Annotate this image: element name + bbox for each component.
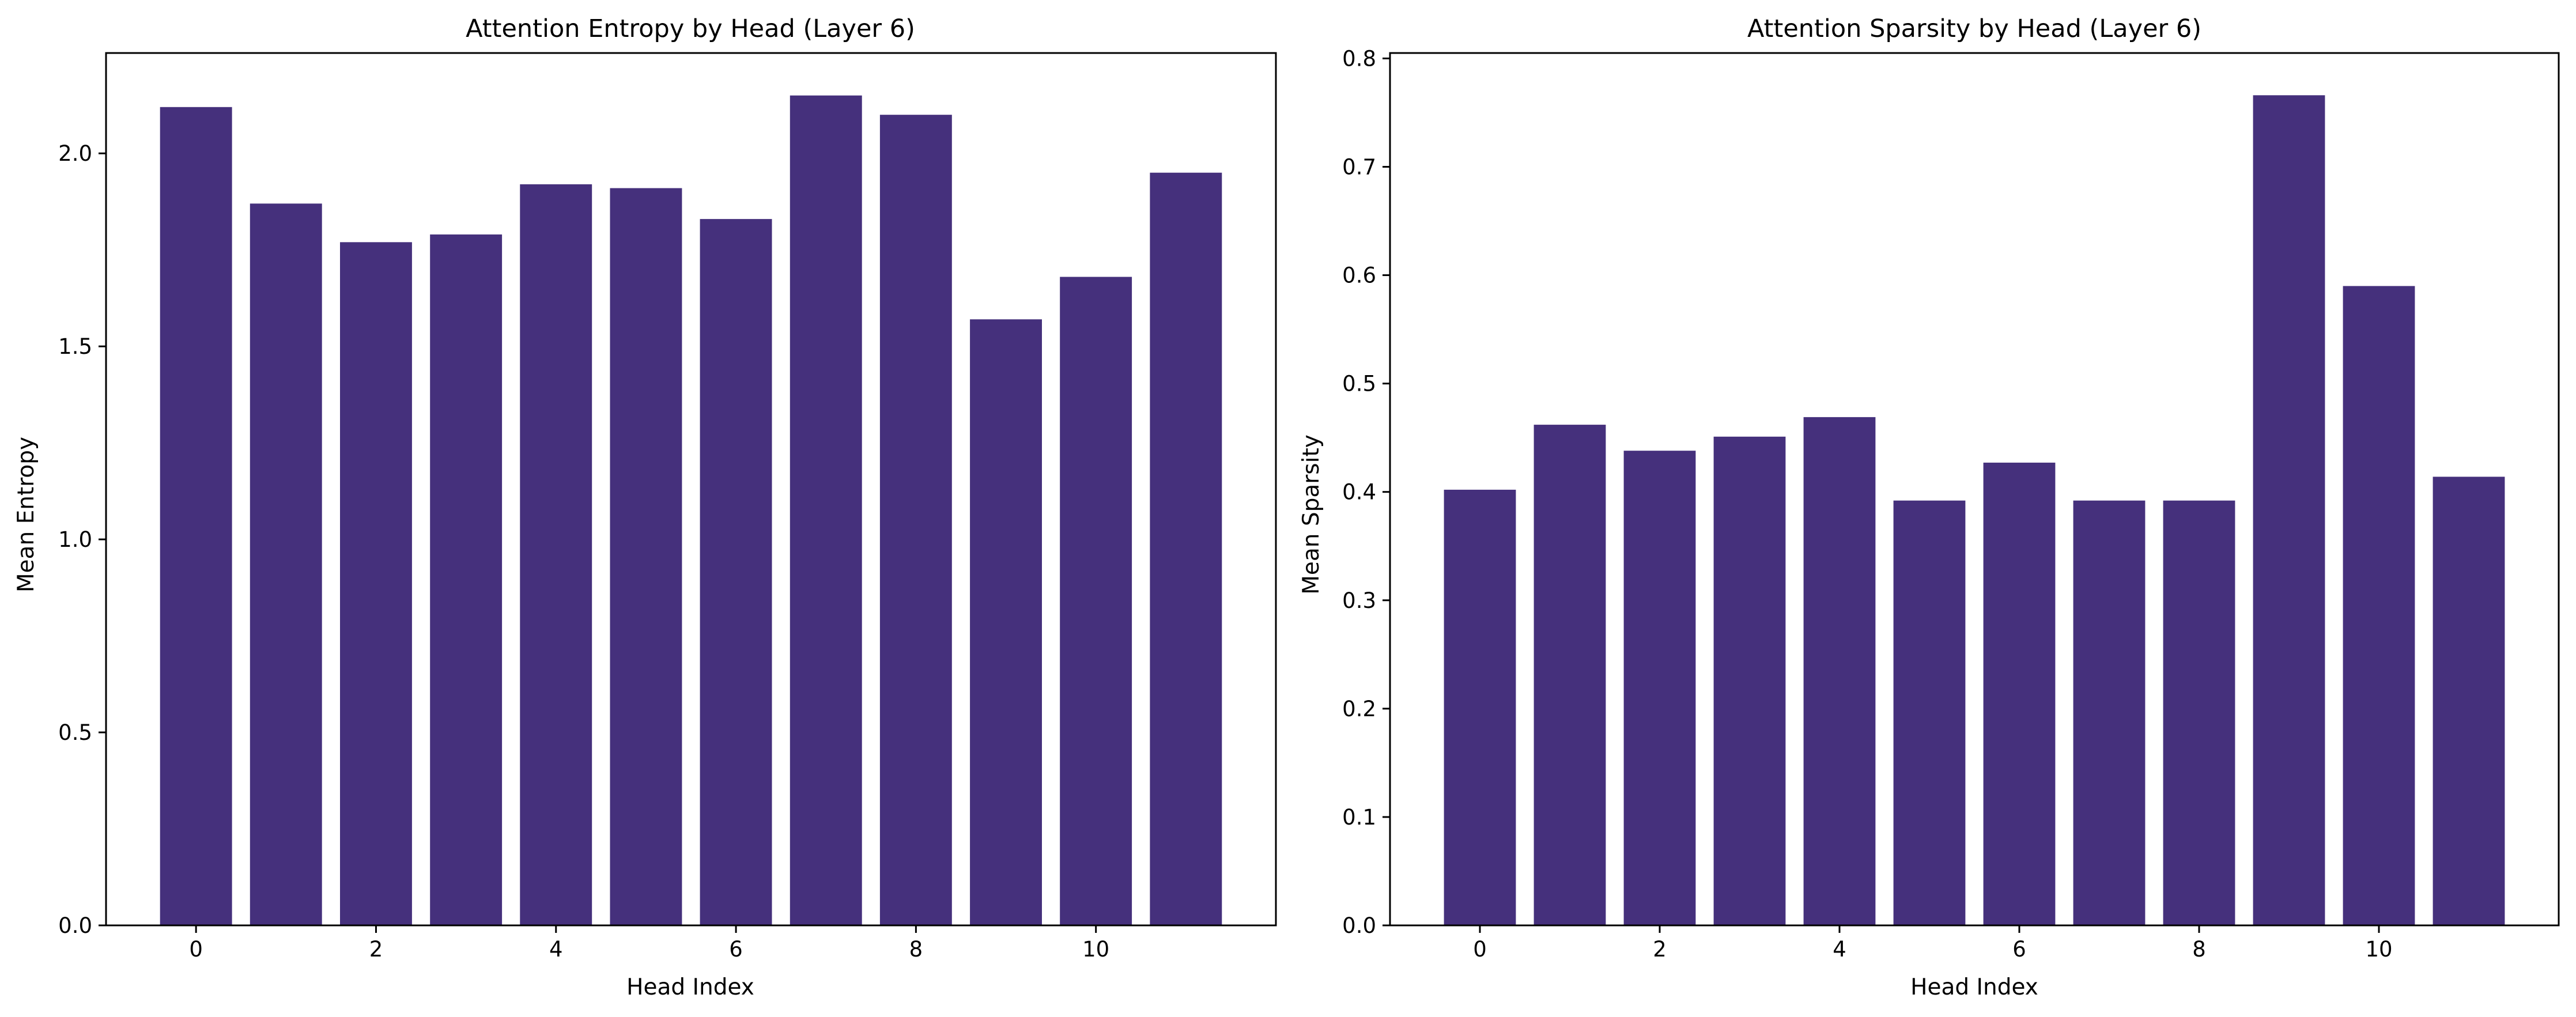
sparsity-xtick-label: 4 bbox=[1833, 937, 1846, 962]
entropy-ytick-label: 1.0 bbox=[58, 527, 92, 552]
sparsity-ytick-label: 0.7 bbox=[1342, 154, 1376, 179]
sparsity-bar-3 bbox=[1713, 436, 1786, 925]
entropy-bar-1 bbox=[250, 203, 322, 925]
sparsity-ytick-label: 0.1 bbox=[1342, 805, 1376, 830]
sparsity-chart: Attention Sparsity by Head (Layer 6) Hea… bbox=[1298, 14, 2560, 1000]
entropy-bar-2 bbox=[340, 242, 412, 925]
entropy-bar-5 bbox=[610, 188, 682, 925]
entropy-xtick-label: 2 bbox=[369, 937, 383, 962]
sparsity-xtick-label: 10 bbox=[2365, 937, 2392, 962]
entropy-bar-4 bbox=[520, 184, 592, 925]
sparsity-bar-4 bbox=[1803, 417, 1876, 925]
sparsity-xtick-label: 2 bbox=[1653, 937, 1667, 962]
sparsity-ytick-label: 0.2 bbox=[1342, 697, 1376, 721]
entropy-bar-7 bbox=[790, 95, 862, 926]
sparsity-bar-5 bbox=[1893, 500, 1966, 925]
entropy-bar-9 bbox=[970, 319, 1042, 926]
sparsity-bar-6 bbox=[1983, 462, 2056, 925]
entropy-bar-8 bbox=[879, 115, 952, 926]
entropy-xtick-label: 4 bbox=[549, 937, 563, 962]
sparsity-bar-1 bbox=[1533, 425, 1606, 925]
sparsity-bar-0 bbox=[1444, 489, 1516, 925]
entropy-ytick-label: 0.5 bbox=[58, 720, 92, 745]
entropy-xtick-label: 0 bbox=[189, 937, 203, 962]
entropy-ytick-label: 2.0 bbox=[58, 141, 92, 166]
sparsity-xtick-label: 0 bbox=[1473, 937, 1487, 962]
sparsity-xtick-label: 6 bbox=[2012, 937, 2026, 962]
sparsity-xtick-label: 8 bbox=[2192, 937, 2206, 962]
entropy-xtick-label: 10 bbox=[1082, 937, 1109, 962]
entropy-xtick-label: 6 bbox=[729, 937, 743, 962]
sparsity-ytick-label: 0.4 bbox=[1342, 480, 1376, 505]
sparsity-ytick-label: 0.5 bbox=[1342, 372, 1376, 396]
sparsity-ytick-label: 0.3 bbox=[1342, 588, 1376, 613]
entropy-bar-10 bbox=[1060, 277, 1132, 925]
entropy-bar-6 bbox=[700, 219, 772, 926]
entropy-chart-ylabel: Mean Entropy bbox=[13, 437, 39, 592]
sparsity-ytick-label: 0.6 bbox=[1342, 263, 1376, 288]
sparsity-bar-9 bbox=[2253, 95, 2325, 925]
entropy-plot-frame bbox=[105, 52, 1277, 927]
sparsity-bar-2 bbox=[1623, 451, 1696, 925]
sparsity-chart-ylabel: Mean Sparsity bbox=[1298, 434, 1324, 595]
entropy-ytick-label: 1.5 bbox=[58, 334, 92, 359]
entropy-ytick-label: 0.0 bbox=[58, 913, 92, 938]
sparsity-bars bbox=[1444, 95, 2505, 925]
sparsity-ytick-label: 0.0 bbox=[1342, 913, 1376, 938]
entropy-bar-0 bbox=[160, 107, 232, 925]
entropy-chart-xlabel: Head Index bbox=[626, 974, 754, 1000]
sparsity-chart-xlabel: Head Index bbox=[1910, 974, 2038, 1000]
entropy-chart-title: Attention Entropy by Head (Layer 6) bbox=[466, 14, 915, 43]
entropy-xtick-label: 8 bbox=[909, 937, 923, 962]
entropy-bar-11 bbox=[1150, 172, 1222, 926]
entropy-bar-3 bbox=[430, 234, 503, 925]
sparsity-bar-8 bbox=[2163, 500, 2235, 925]
entropy-chart: Attention Entropy by Head (Layer 6) Head… bbox=[13, 14, 1277, 1000]
sparsity-plot-frame bbox=[1389, 52, 2560, 927]
sparsity-ticks: 0 2 4 6 8 10 0.0 0.1 0.2 0.3 0.4 0.5 0.6 0.7 0.8 bbox=[1342, 46, 2392, 962]
sparsity-bar-10 bbox=[2343, 286, 2415, 925]
sparsity-bar-11 bbox=[2433, 477, 2505, 925]
sparsity-ytick-label: 0.8 bbox=[1342, 46, 1376, 71]
entropy-bars bbox=[160, 95, 1222, 926]
sparsity-chart-title: Attention Sparsity by Head (Layer 6) bbox=[1747, 14, 2201, 43]
sparsity-bar-7 bbox=[2073, 500, 2146, 925]
entropy-ticks: 0 2 4 6 8 10 0.0 0.5 1.0 1.5 2.0 bbox=[58, 141, 1109, 962]
